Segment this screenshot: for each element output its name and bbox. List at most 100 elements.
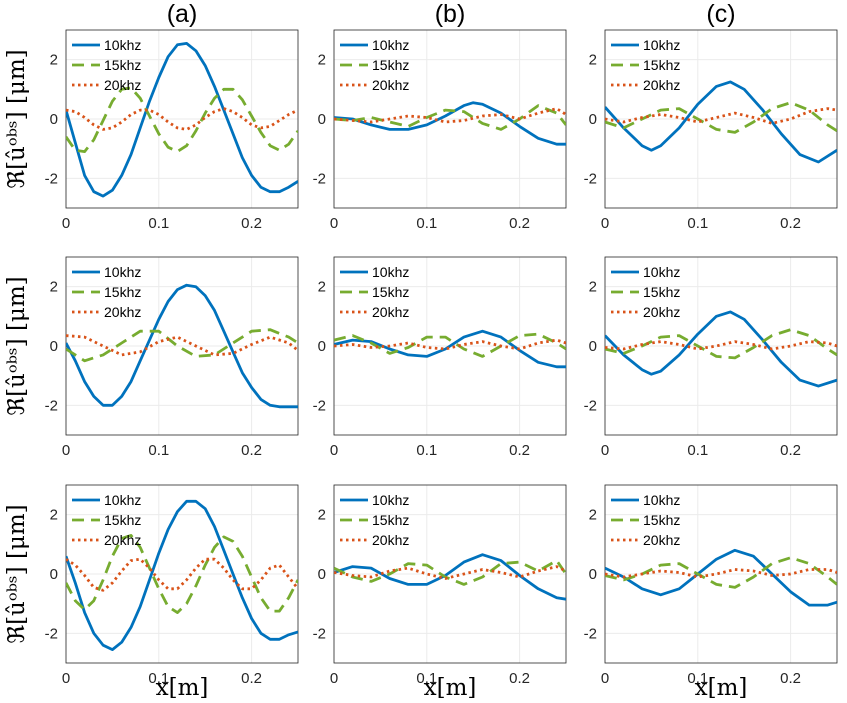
y-tick-label: 2 (318, 507, 326, 524)
y-tick-label: 2 (318, 279, 326, 296)
panel-row1-a: 0 0.1 0.2 -2 0 2 10khz 15khz 20khz (45, 29, 299, 232)
x-tick-label: 0.2 (509, 442, 530, 459)
y-tick-label: 2 (589, 507, 597, 524)
y-tick-label: -2 (313, 170, 326, 187)
x-axis-label: x[m] (156, 675, 209, 701)
y-tick-label: 0 (318, 111, 326, 128)
series-line-10khz (334, 329, 566, 369)
legend-label-15khz: 15khz (643, 57, 680, 73)
y-tick-label: -2 (313, 625, 326, 642)
series-line-15khz (334, 559, 566, 586)
legend-label-10khz: 10khz (372, 37, 409, 53)
y-tick-label: -2 (45, 170, 58, 187)
series-line-10khz (66, 42, 298, 198)
x-tick-label: 0.1 (148, 670, 169, 687)
series-line-20khz (66, 334, 298, 357)
series-line-20khz (605, 107, 837, 125)
y-tick-label: 0 (50, 111, 58, 128)
legend: 10khz 15khz 20khz (340, 37, 409, 93)
x-tick-label: 0.2 (509, 215, 530, 232)
x-axis-label: x[m] (695, 675, 748, 701)
legend-label-20khz: 20khz (372, 77, 409, 93)
x-tick-label: 0 (62, 670, 70, 687)
panel-row2-a: 0 0.1 0.2 -2 0 2 10khz 15khz 20khz (45, 256, 299, 459)
x-tick-label: 0.2 (780, 442, 801, 459)
column-title-1: (a) (167, 0, 198, 28)
legend: 10khz 15khz 20khz (611, 264, 680, 320)
panel-row3-b: 0 0.1 0.2 -2 0 2 10khz 15khz 20khz (313, 484, 567, 687)
series-line-10khz (334, 553, 566, 601)
y-tick-label: 0 (50, 338, 58, 355)
y-tick-label: 0 (589, 566, 597, 583)
column-titles: (a) (b) (c) (167, 0, 736, 28)
column-title-3: (c) (706, 0, 735, 28)
y-tick-label: -2 (45, 397, 58, 414)
legend-label-15khz: 15khz (372, 284, 409, 300)
series-line-15khz (334, 104, 566, 131)
legend-label-15khz: 15khz (372, 512, 409, 528)
y-tick-label: 0 (589, 338, 597, 355)
axes-frame (333, 484, 567, 664)
x-tick-label: 0.1 (687, 442, 708, 459)
legend: 10khz 15khz 20khz (72, 492, 141, 548)
panel-row3-a: 0 0.1 0.2 -2 0 2 10khz 15khz 20khz (45, 484, 299, 687)
x-tick-label: 0 (330, 670, 338, 687)
axes-frame (65, 29, 299, 209)
legend-label-15khz: 15khz (104, 512, 141, 528)
legend-label-10khz: 10khz (104, 492, 141, 508)
x-tick-label: 0 (330, 442, 338, 459)
x-tick-label: 0.1 (416, 670, 437, 687)
y-tick-label: 2 (50, 52, 58, 69)
y-axis-label: ℜ[ûᵒᵇˢ] [μm] (4, 276, 30, 415)
legend-label-10khz: 10khz (372, 264, 409, 280)
x-tick-label: 0 (601, 215, 609, 232)
panel-row1-c: 0 0.1 0.2 -2 0 2 10khz 15khz 20khz (584, 29, 838, 232)
legend: 10khz 15khz 20khz (611, 37, 680, 93)
x-tick-label: 0.1 (416, 442, 437, 459)
legend: 10khz 15khz 20khz (72, 37, 141, 93)
series-line-10khz (66, 499, 298, 651)
x-tick-label: 0.2 (780, 670, 801, 687)
y-tick-label: 2 (589, 52, 597, 69)
legend-label-10khz: 10khz (643, 37, 680, 53)
y-axis-label: ℜ[ûᵒᵇˢ] [μm] (4, 504, 30, 643)
series-line-15khz (605, 101, 837, 134)
y-tick-label: 2 (50, 507, 58, 524)
panel-row2-b: 0 0.1 0.2 -2 0 2 10khz 15khz 20khz (313, 256, 567, 459)
panel-grid: 0 0.1 0.2 -2 0 2 10khz 15khz 20khz 0 0.1 0.2 -2 0 2 10k… (45, 29, 838, 687)
legend-label-20khz: 20khz (643, 304, 680, 320)
series-line-20khz (66, 107, 298, 131)
y-tick-label: 2 (50, 279, 58, 296)
x-tick-label: 0.1 (416, 215, 437, 232)
y-tick-label: 2 (589, 279, 597, 296)
series-line-15khz (334, 332, 566, 358)
x-tick-label: 0.1 (687, 670, 708, 687)
series-line-10khz (605, 548, 837, 607)
legend-label-20khz: 20khz (104, 77, 141, 93)
series-line-20khz (334, 107, 566, 124)
series-line-10khz (605, 310, 837, 388)
series-line-10khz (334, 101, 566, 146)
x-tick-label: 0 (330, 215, 338, 232)
y-axis-label: ℜ[ûᵒᵇˢ] [μm] (4, 49, 30, 188)
series-line-15khz (605, 556, 837, 589)
legend-label-20khz: 20khz (104, 304, 141, 320)
y-tick-label: 0 (318, 338, 326, 355)
legend-label-10khz: 10khz (104, 37, 141, 53)
axes-frame (65, 484, 299, 664)
legend-label-15khz: 15khz (104, 284, 141, 300)
x-tick-label: 0 (601, 670, 609, 687)
legend-label-10khz: 10khz (372, 492, 409, 508)
legend-label-10khz: 10khz (104, 264, 141, 280)
x-tick-label: 0.2 (780, 215, 801, 232)
y-tick-label: -2 (45, 625, 58, 642)
panel-row2-c: 0 0.1 0.2 -2 0 2 10khz 15khz 20khz (584, 256, 838, 459)
legend-label-15khz: 15khz (104, 57, 141, 73)
y-tick-label: -2 (584, 625, 597, 642)
legend: 10khz 15khz 20khz (72, 264, 141, 320)
y-tick-label: 0 (50, 566, 58, 583)
panel-row3-c: 0 0.1 0.2 -2 0 2 10khz 15khz 20khz (584, 484, 838, 687)
x-tick-label: 0 (62, 442, 70, 459)
x-tick-label: 0.2 (241, 670, 262, 687)
